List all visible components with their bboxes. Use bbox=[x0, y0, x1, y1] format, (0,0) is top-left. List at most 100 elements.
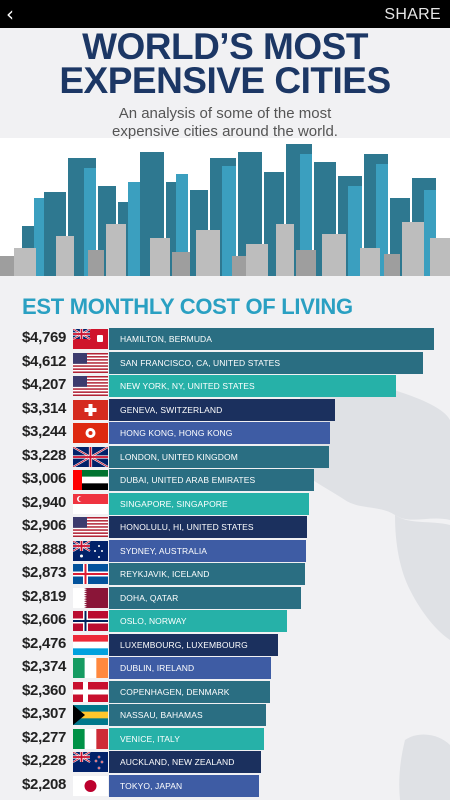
luxembourg-flag-icon bbox=[73, 634, 108, 655]
chart-row: $2,307 NASSAU, BAHAMAS bbox=[0, 704, 450, 726]
bar-city-label: HAMILTON, BERMUDA bbox=[120, 334, 213, 344]
united-arab-emirates-flag-icon bbox=[73, 470, 108, 490]
bar-city-label: COPENHAGEN, DENMARK bbox=[120, 686, 230, 697]
iceland-flag-icon bbox=[73, 564, 108, 584]
bar-city-label: GENEVA, SWITZERLAND bbox=[120, 404, 223, 415]
bar-value-label: $2,374 bbox=[22, 658, 67, 675]
bar-city-label: DOHA, QATAR bbox=[120, 592, 179, 603]
united-states-flag-icon bbox=[73, 352, 108, 373]
bar: REYKJAVIK, ICELAND bbox=[109, 563, 305, 585]
bar-value-label: $2,906 bbox=[22, 517, 67, 534]
title-line-2: EXPENSIVE CITIES bbox=[59, 60, 391, 101]
bar-value-label: $4,612 bbox=[22, 352, 67, 370]
title-line-1: WORLD’S MOST bbox=[82, 26, 368, 67]
bar-city-label: NEW YORK, NY, UNITED STATES bbox=[120, 381, 255, 391]
new-zealand-flag-icon bbox=[73, 752, 108, 772]
bar: DUBAI, UNITED ARAB EMIRATES bbox=[109, 469, 314, 491]
chart-row: $2,374 DUBLIN, IRELAND bbox=[0, 657, 450, 679]
subtitle-line-1: An analysis of some of the most bbox=[118, 105, 332, 122]
bar: NEW YORK, NY, UNITED STATES bbox=[109, 375, 396, 397]
ireland-flag-icon bbox=[73, 658, 108, 678]
bar-value-label: $4,769 bbox=[22, 329, 67, 346]
chart-row: $2,606 OSLO, NORWAY bbox=[0, 610, 450, 632]
bar-value-label: $2,360 bbox=[22, 681, 67, 699]
share-button[interactable]: SHARE bbox=[384, 6, 441, 23]
bar: HONOLULU, HI, UNITED STATES bbox=[109, 516, 308, 538]
chart-row: $2,819 DOHA, QATAR bbox=[0, 586, 450, 609]
japan-flag-icon bbox=[73, 775, 108, 796]
bar: HAMILTON, BERMUDA bbox=[109, 328, 434, 350]
bar-city-label: OSLO, NORWAY bbox=[120, 616, 187, 626]
bar: AUCKLAND, NEW ZEALAND bbox=[109, 751, 261, 773]
bar-city-label: VENICE, ITALY bbox=[120, 733, 181, 744]
chart-row: $3,314 GENEVA, SWITZERLAND bbox=[0, 398, 450, 421]
bar-city-label: TOKYO, JAPAN bbox=[120, 780, 183, 791]
chart-row: $2,277 VENICE, ITALY bbox=[0, 727, 450, 750]
bar-city-label: AUCKLAND, NEW ZEALAND bbox=[120, 757, 235, 767]
bar-city-label: DUBAI, UNITED ARAB EMIRATES bbox=[120, 475, 256, 485]
page-subtitle: An analysis of some of the most expensiv… bbox=[70, 105, 380, 141]
chart-row: $2,940 SINGAPORE, SINGAPORE bbox=[0, 492, 450, 515]
chart-row: $3,006 DUBAI, UNITED ARAB EMIRATES bbox=[0, 469, 450, 491]
chart-row: $2,208 TOKYO, JAPAN bbox=[0, 774, 450, 797]
city-skyline-illustration bbox=[0, 138, 450, 276]
bar: LONDON, UNITED KINGDOM bbox=[109, 445, 329, 468]
hong-kong-flag-icon bbox=[73, 423, 108, 443]
bar: LUXEMBOURG, LUXEMBOURG bbox=[109, 633, 278, 656]
bar: OSLO, NORWAY bbox=[109, 610, 287, 632]
bar: NASSAU, BAHAMAS bbox=[109, 704, 267, 726]
bar: COPENHAGEN, DENMARK bbox=[109, 680, 270, 703]
bar-city-label: HONOLULU, HI, UNITED STATES bbox=[120, 522, 254, 532]
bar-city-label: LONDON, UNITED KINGDOM bbox=[120, 451, 238, 462]
qatar-flag-icon bbox=[73, 587, 108, 608]
switzerland-flag-icon bbox=[73, 399, 108, 420]
united-states-flag-icon bbox=[73, 517, 108, 537]
page-title: WORLD’S MOST EXPENSIVE CITIES bbox=[0, 26, 450, 101]
bar-city-label: SYDNEY, AUSTRALIA bbox=[120, 545, 208, 556]
bar-value-label: $2,873 bbox=[22, 564, 67, 581]
bar-city-label: DUBLIN, IRELAND bbox=[120, 663, 195, 673]
chart-row: $4,612 SAN FRANCISCO, CA, UNITED STATES bbox=[0, 351, 450, 374]
bahamas-flag-icon bbox=[73, 705, 108, 725]
chart-row: $3,244 HONG KONG, HONG KONG bbox=[0, 422, 450, 444]
united-states-flag-icon bbox=[73, 376, 108, 396]
bar-value-label: $2,307 bbox=[22, 705, 67, 722]
bar: DUBLIN, IRELAND bbox=[109, 657, 271, 679]
chart-row: $2,228 AUCKLAND, NEW ZEALAND bbox=[0, 751, 450, 773]
denmark-flag-icon bbox=[73, 681, 108, 702]
bar: VENICE, ITALY bbox=[109, 727, 265, 750]
bar-value-label: $4,207 bbox=[22, 376, 67, 393]
bermuda-flag-icon bbox=[73, 329, 108, 349]
norway-flag-icon bbox=[73, 611, 108, 631]
bar-city-label: NASSAU, BAHAMAS bbox=[120, 710, 203, 720]
bar-value-label: $3,314 bbox=[22, 399, 67, 417]
bar-value-label: $2,940 bbox=[22, 493, 67, 511]
bar-value-label: $2,208 bbox=[22, 775, 67, 793]
top-bar: ‹ SHARE bbox=[0, 0, 450, 28]
chart-row: $4,769 HAMILTON, BERMUDA bbox=[0, 328, 450, 350]
chart-row: $4,207 NEW YORK, NY, UNITED STATES bbox=[0, 375, 450, 397]
chart-row: $2,906 HONOLULU, HI, UNITED STATES bbox=[0, 516, 450, 538]
chart-title: EST MONTHLY COST OF LIVING bbox=[22, 294, 353, 319]
bar-value-label: $2,476 bbox=[22, 634, 67, 652]
united-kingdom-flag-icon bbox=[73, 446, 108, 467]
bar-city-label: LUXEMBOURG, LUXEMBOURG bbox=[120, 639, 248, 650]
bar-value-label: $3,228 bbox=[22, 446, 67, 464]
bar: DOHA, QATAR bbox=[109, 586, 302, 609]
bar-value-label: $2,606 bbox=[22, 611, 67, 628]
back-button[interactable]: ‹ bbox=[6, 2, 14, 26]
bar-city-label: REYKJAVIK, ICELAND bbox=[120, 569, 210, 579]
chart-row: $3,228 LONDON, UNITED KINGDOM bbox=[0, 445, 450, 468]
italy-flag-icon bbox=[73, 728, 108, 749]
chart-row: $2,476 LUXEMBOURG, LUXEMBOURG bbox=[0, 633, 450, 656]
bar-city-label: SAN FRANCISCO, CA, UNITED STATES bbox=[120, 357, 281, 368]
bar-value-label: $3,006 bbox=[22, 470, 67, 487]
chart-row: $2,360 COPENHAGEN, DENMARK bbox=[0, 680, 450, 703]
subtitle-line-2: expensive cities around the world. bbox=[112, 123, 338, 140]
bar-city-label: SINGAPORE, SINGAPORE bbox=[120, 498, 228, 509]
bar: SINGAPORE, SINGAPORE bbox=[109, 492, 310, 515]
bar-value-label: $2,819 bbox=[22, 587, 67, 605]
bar-value-label: $3,244 bbox=[22, 423, 67, 440]
bar: SAN FRANCISCO, CA, UNITED STATES bbox=[109, 351, 424, 374]
